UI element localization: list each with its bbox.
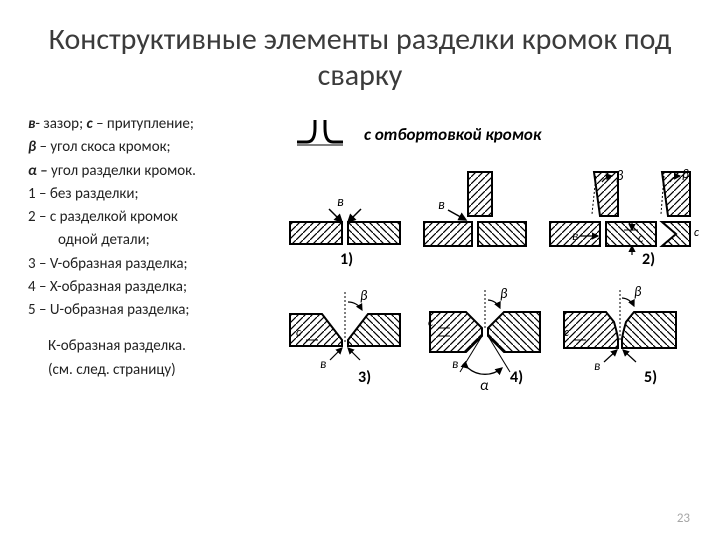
flange-label: с отбортовкой кромок (364, 124, 542, 145)
svg-text:β: β (500, 285, 508, 302)
svg-text:с: с (564, 326, 569, 340)
legend-line-5b: одной детали; (28, 230, 280, 250)
svg-text:в: в (594, 359, 600, 374)
diagram-area: с отбортовкой кромок в 1) в (282, 114, 702, 459)
svg-text:1): 1) (340, 250, 353, 269)
welding-diagrams-svg: с отбортовкой кромок в 1) в (282, 114, 702, 459)
legend-line-7: 4 – X-образная разделка; (28, 277, 280, 297)
svg-text:5): 5) (644, 368, 657, 387)
legend-line-6: 3 – V-образная разделка; (28, 254, 280, 274)
legend-line-4: 1 – без разделки; (28, 184, 280, 204)
legend-line-10: (см. след. страницу) (28, 360, 280, 380)
svg-text:с: с (638, 231, 644, 246)
legend-column: в- зазор; с – притупление; β – угол скос… (28, 114, 280, 459)
diagram-4: β с α в 4) (428, 285, 540, 395)
svg-text:в: в (320, 357, 326, 372)
diagram-3: β с в 3) (290, 287, 400, 387)
svg-text:3): 3) (358, 368, 371, 387)
diagram-1: в 1) (290, 193, 400, 269)
content: в- зазор; с – притупление; β – угол скос… (0, 104, 720, 459)
svg-text:4): 4) (510, 368, 523, 387)
svg-text:β: β (682, 167, 689, 182)
legend-line-5: 2 – с разделкой кромок (28, 207, 280, 227)
svg-text:β: β (360, 287, 368, 304)
diagram-5: β с в 5) (564, 283, 676, 387)
page-number: 23 (677, 511, 690, 526)
svg-text:α: α (480, 377, 489, 395)
legend-line-9: К-образная разделка. (28, 336, 280, 356)
svg-text:в: в (452, 357, 458, 372)
diagram-1-tee: в (424, 172, 526, 246)
diagram-2-lap: β с (661, 167, 699, 246)
svg-text:β: β (616, 167, 624, 184)
svg-text:с: с (694, 226, 699, 240)
legend-line-1: в- зазор; с – притупление; (28, 114, 280, 134)
diagram-flanged: с отбортовкой кромок (297, 120, 542, 145)
svg-text:с: с (428, 316, 433, 330)
svg-text:2): 2) (642, 250, 655, 269)
diagram-2: β с в 2) (550, 167, 656, 269)
svg-text:в: в (337, 193, 344, 210)
legend-line-3: α – угол разделки кромок. (28, 161, 280, 181)
svg-text:в: в (438, 196, 445, 213)
legend-line-2: β – угол скоса кромок; (28, 137, 280, 157)
page-title: Конструктивные элементы разделки кромок … (0, 0, 720, 104)
legend-line-8: 5 – U-образная разделка; (28, 300, 280, 320)
svg-text:β: β (634, 283, 642, 300)
svg-text:в: в (572, 229, 578, 244)
svg-text:с: с (296, 326, 301, 340)
